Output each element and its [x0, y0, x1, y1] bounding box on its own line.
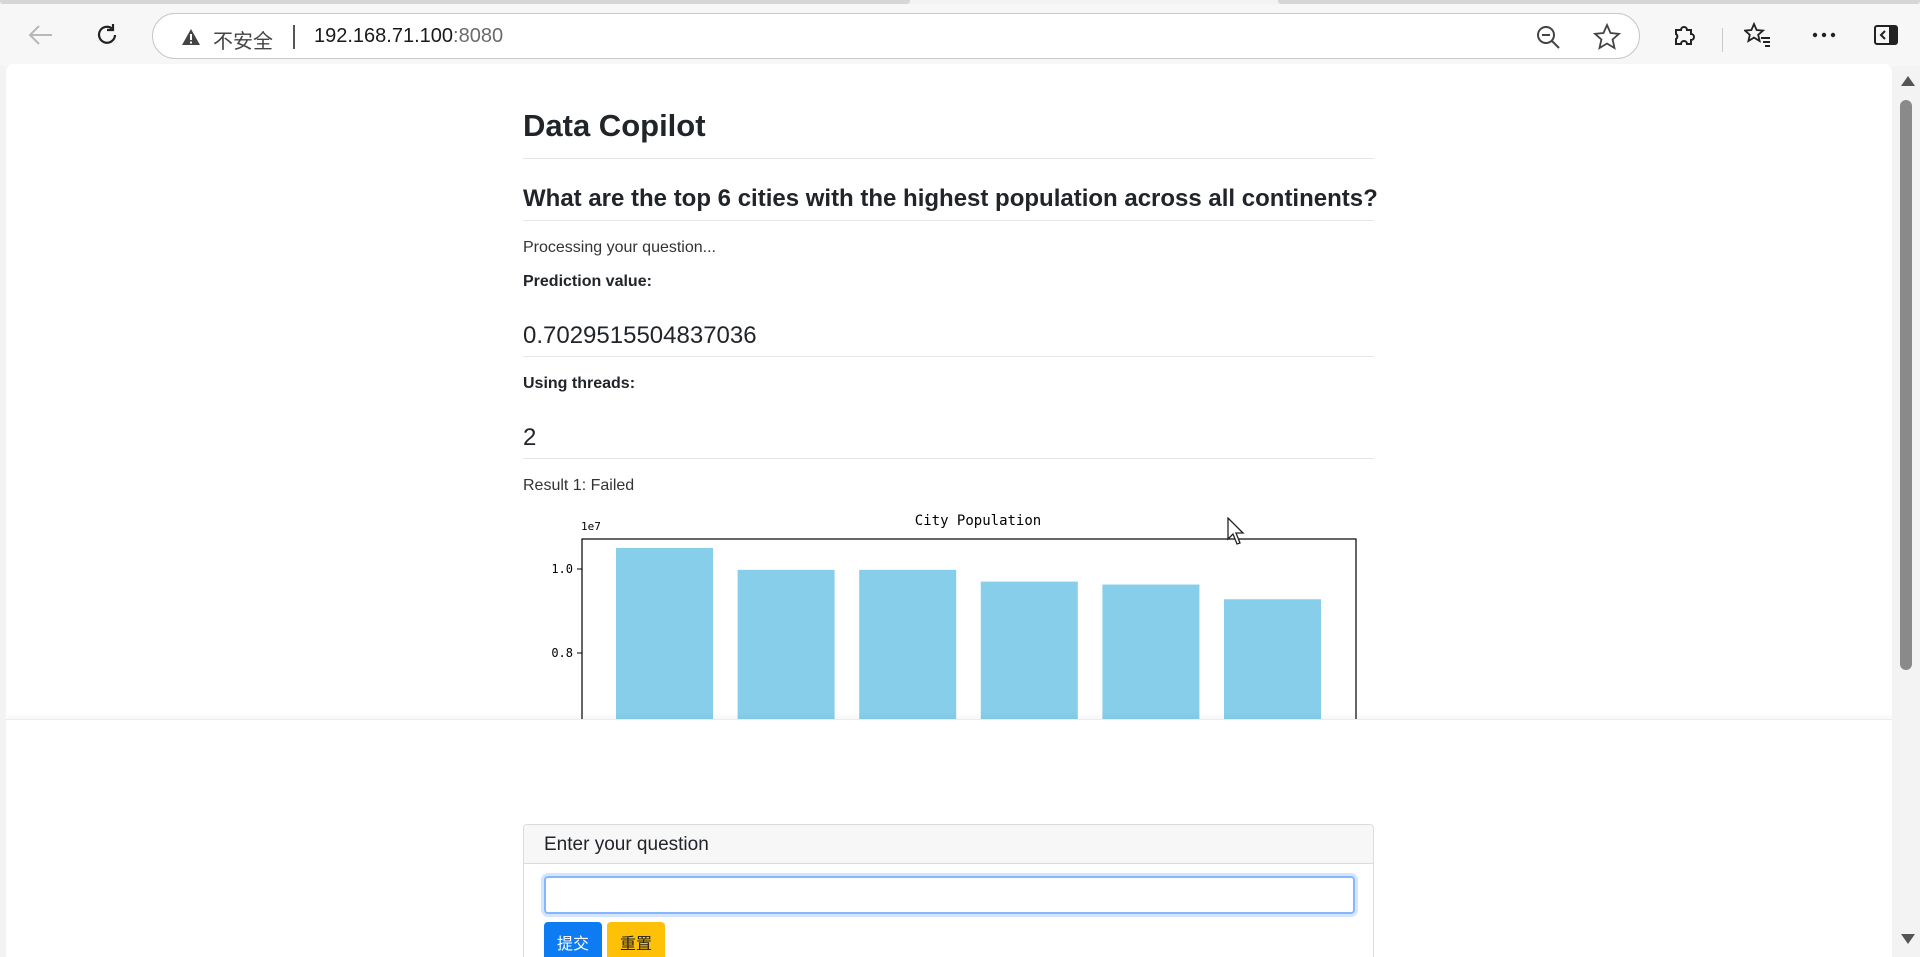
reset-button[interactable]: 重置 — [607, 922, 665, 957]
tab-strip — [0, 0, 1920, 4]
scroll-down-arrow-icon[interactable] — [1901, 934, 1915, 944]
question-input[interactable] — [544, 876, 1355, 914]
question-form-bar: Enter your question 提交 重置 — [6, 719, 1892, 957]
y-tick-label: 1.0 — [551, 562, 573, 576]
question-divider — [523, 220, 1374, 221]
zoom-out-icon[interactable] — [1535, 24, 1561, 50]
page-title: Data Copilot — [523, 108, 706, 143]
sidebar-panel-icon — [1874, 25, 1898, 45]
url-port: :8080 — [453, 25, 504, 47]
favorites-list-icon — [1744, 22, 1770, 47]
scroll-up-arrow-icon[interactable] — [1901, 76, 1915, 86]
threads-value: 2 — [523, 424, 537, 451]
puzzle-extension-icon — [1675, 26, 1695, 45]
processing-text: Processing your question... — [523, 239, 716, 256]
chart-frame — [581, 538, 1357, 786]
page-scrollbar[interactable] — [1893, 66, 1920, 957]
card-title: Enter your question — [524, 825, 1373, 864]
favorites-button[interactable] — [1740, 17, 1776, 53]
title-divider — [523, 158, 1374, 159]
insecure-label[interactable]: 不安全 — [213, 29, 273, 53]
prediction-label: Prediction value: — [523, 273, 652, 290]
submit-button[interactable]: 提交 — [544, 922, 602, 957]
sidebar-toggle-button[interactable] — [1868, 17, 1904, 53]
back-arrow-icon — [28, 25, 52, 45]
url-text[interactable]: 192.168.71.100:8080 — [314, 25, 503, 48]
more-menu-button[interactable] — [1806, 17, 1842, 53]
chart-offset-label: 1e7 — [581, 520, 601, 533]
chart-title: City Population — [915, 513, 1041, 529]
y-axis-ticks: 0.8 1.0 — [551, 562, 582, 660]
threads-label: Using threads: — [523, 375, 636, 392]
tab-shade — [0, 0, 910, 4]
more-dots-icon — [1812, 32, 1836, 38]
prediction-divider — [523, 356, 1374, 357]
tab-shade — [1278, 0, 1920, 4]
browser-toolbar: 不安全 192.168.71.100:8080 — [0, 4, 1920, 66]
toolbar-divider — [1722, 28, 1723, 52]
warning-icon — [182, 29, 200, 45]
address-separator — [293, 25, 295, 49]
threads-divider — [523, 458, 1374, 459]
page-viewport: Data Copilot What are the top 6 cities w… — [6, 64, 1892, 957]
mouse-cursor-icon — [1227, 517, 1245, 545]
question-heading: What are the top 6 cities with the highe… — [523, 185, 1378, 212]
prediction-value: 0.7029515504837036 — [523, 322, 757, 349]
y-tick-label: 0.8 — [551, 646, 573, 660]
address-bar[interactable]: 不安全 192.168.71.100:8080 — [152, 13, 1640, 59]
scroll-thumb[interactable] — [1900, 100, 1912, 670]
favorite-star-icon[interactable] — [1593, 23, 1621, 51]
back-button[interactable] — [23, 17, 59, 53]
extensions-button[interactable] — [1667, 17, 1703, 53]
reload-icon — [97, 24, 117, 44]
question-card: Enter your question 提交 重置 — [523, 824, 1374, 957]
result-text: Result 1: Failed — [523, 477, 635, 494]
url-host: 192.168.71.100 — [314, 25, 454, 47]
reload-button[interactable] — [89, 17, 125, 53]
